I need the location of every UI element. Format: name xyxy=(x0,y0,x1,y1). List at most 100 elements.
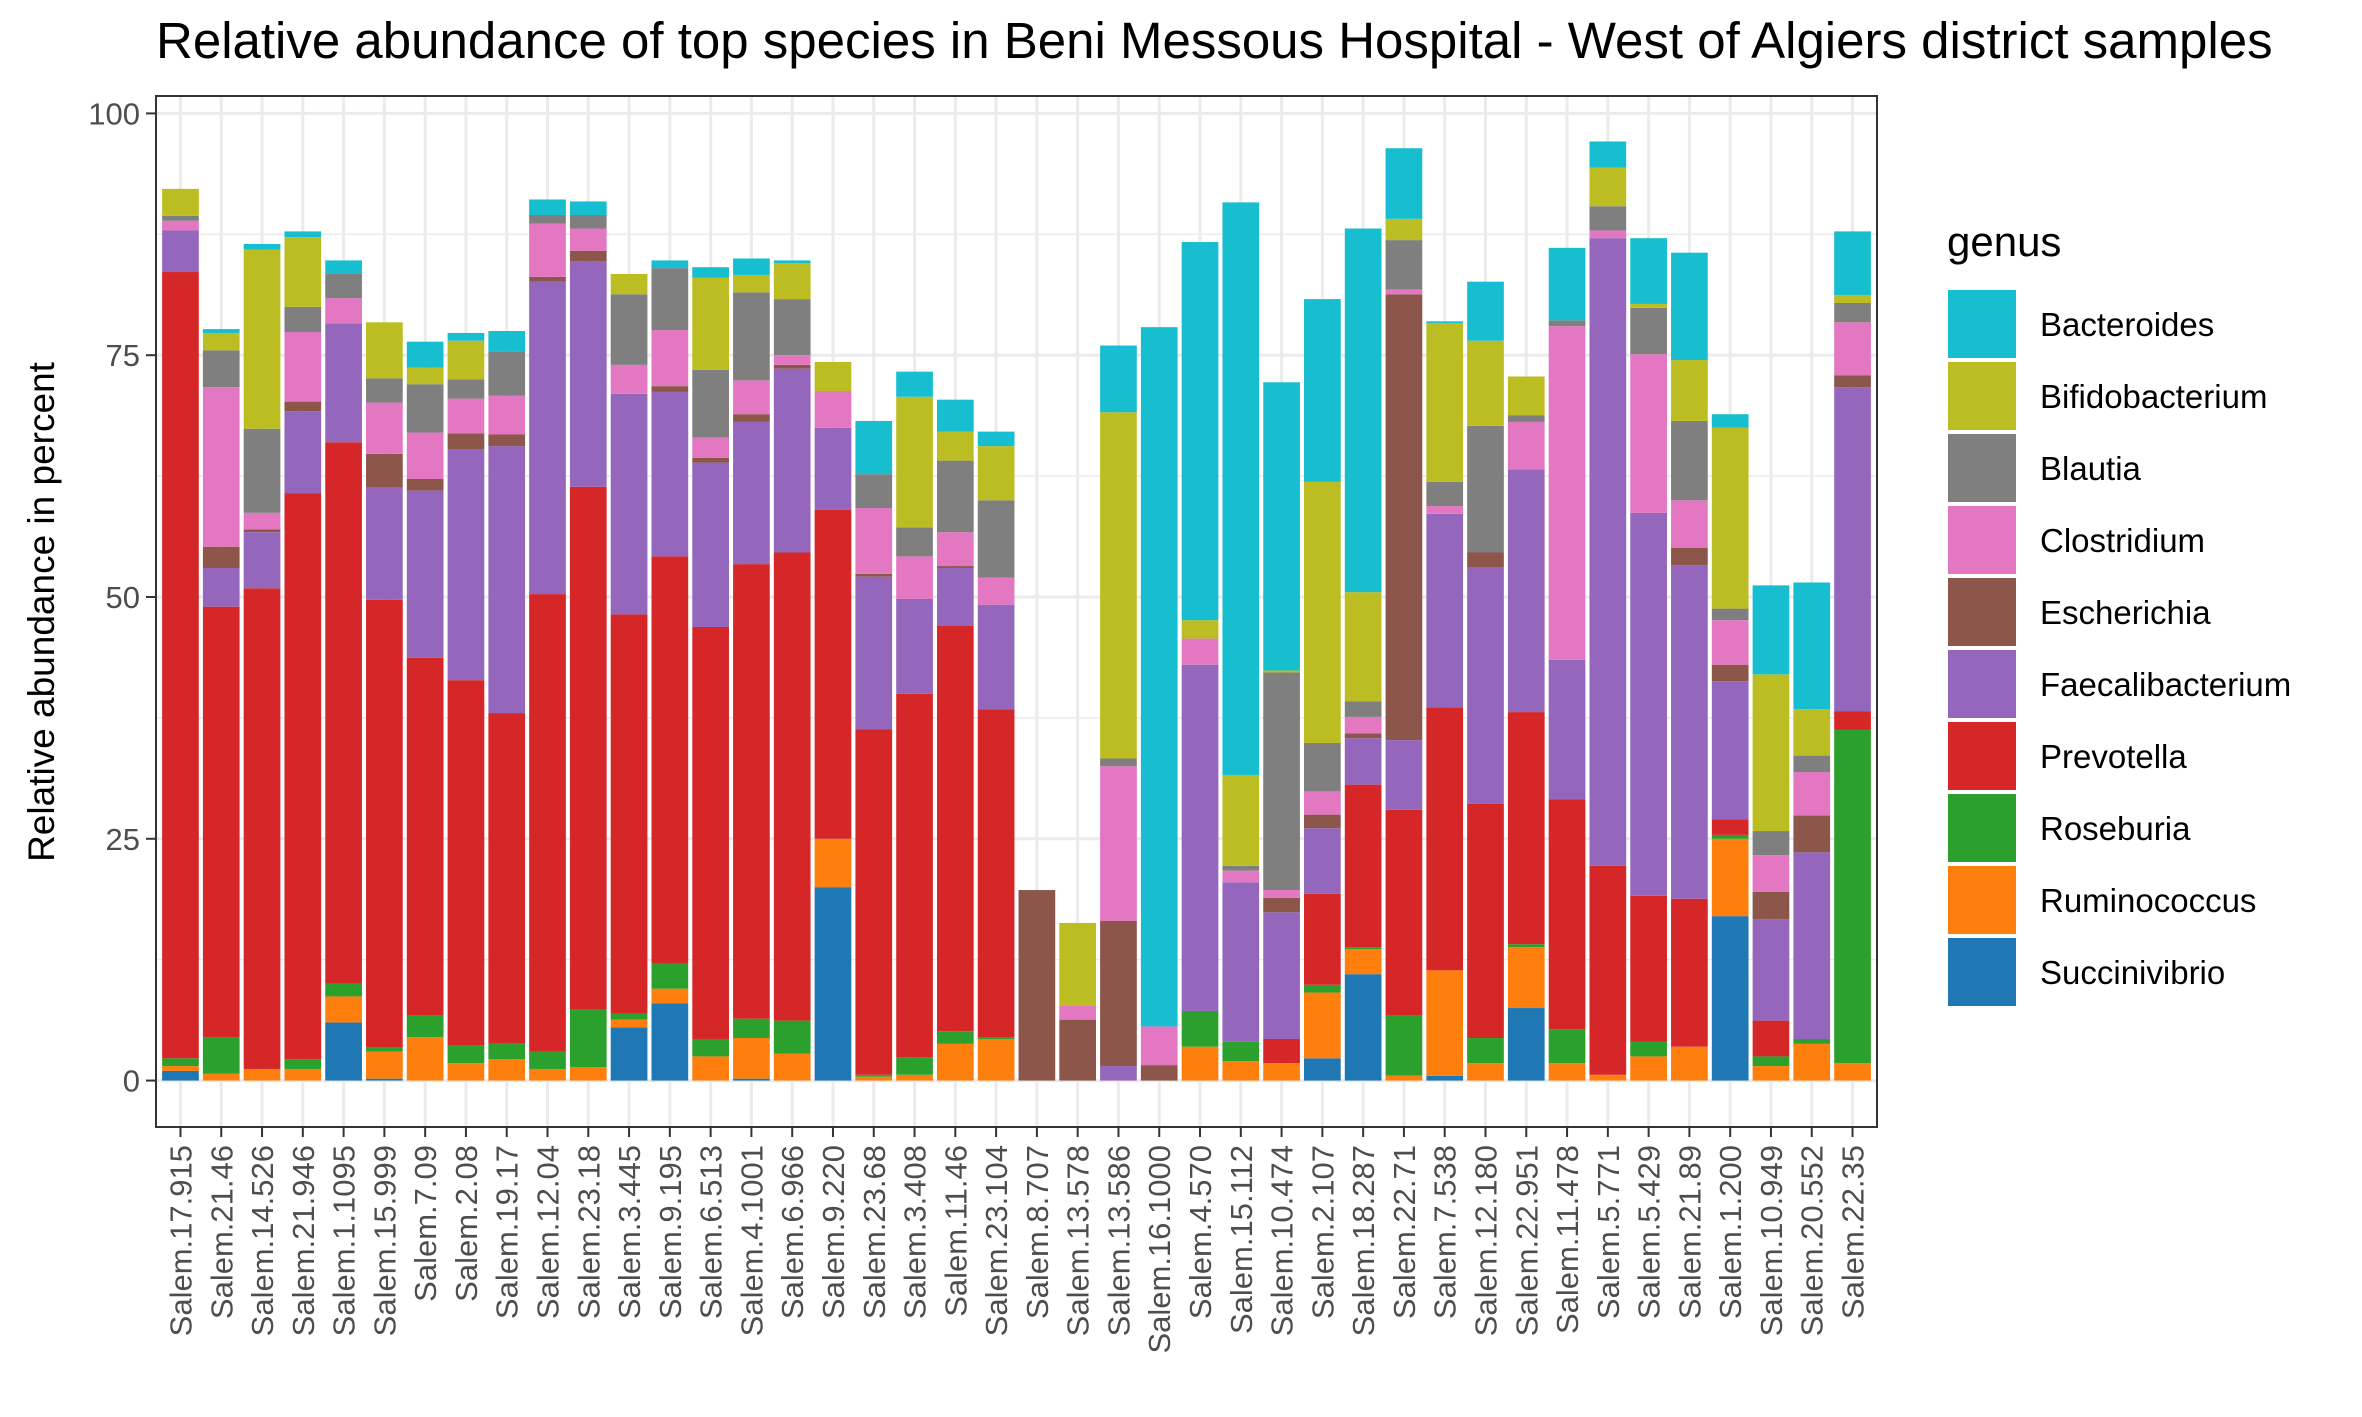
x-tick-label: Salem.16.1000 xyxy=(1142,1145,1177,1354)
x-tick-label: Salem.12.180 xyxy=(1468,1145,1503,1336)
legend-label: Escherichia xyxy=(2040,594,2211,631)
bar-segment-clostridium xyxy=(855,508,893,574)
bar-segment-clostridium xyxy=(406,432,444,479)
bar-segment-ruminococcus xyxy=(1344,949,1382,975)
bar-segment-clostridium xyxy=(1589,230,1627,239)
legend-key-ruminococcus xyxy=(1948,866,2016,934)
chart-title: Relative abundance of top species in Ben… xyxy=(156,12,2273,69)
bar-segment-bacteroides xyxy=(488,331,526,352)
bar-segment-prevotella xyxy=(1467,803,1504,1039)
bar-segment-clostridium xyxy=(977,577,1015,605)
bar-segment-clostridium xyxy=(814,390,852,428)
bar-segment-escherichia xyxy=(1793,815,1831,853)
bar-segment-bacteroides xyxy=(325,260,362,274)
bar-segment-clostridium xyxy=(1059,1005,1097,1020)
bar-segment-faecalibacterium xyxy=(243,532,281,589)
bar-segment-clostridium xyxy=(733,380,770,415)
bar-segment-blautia xyxy=(936,460,974,533)
x-tick-label: Salem.4.1001 xyxy=(734,1145,769,1336)
bar-segment-prevotella xyxy=(733,564,770,1019)
bar-segment-bacteroides xyxy=(1304,299,1341,482)
bar-segment-bifidobacterium xyxy=(896,396,933,528)
x-tick-label: Salem.10.949 xyxy=(1754,1145,1789,1336)
bar-segment-roseburia xyxy=(651,963,689,989)
bar-segment-blautia xyxy=(855,474,893,509)
bar-segment-escherichia xyxy=(447,433,485,450)
x-tick-label: Salem.7.538 xyxy=(1428,1145,1463,1319)
bar-segment-clostridium xyxy=(1711,620,1749,665)
bar-segment-bacteroides xyxy=(1752,585,1790,675)
bar-segment-blautia xyxy=(406,384,444,433)
y-tick-label: 100 xyxy=(88,96,140,131)
bar-segment-faecalibacterium xyxy=(529,281,566,595)
bar-segment-clostridium xyxy=(1222,870,1260,883)
bar-segment-faecalibacterium xyxy=(814,427,852,510)
bar-segment-clostridium xyxy=(162,220,199,231)
bar-segment-bacteroides xyxy=(855,420,893,475)
bar-segment-roseburia xyxy=(366,1047,403,1052)
bar-segment-blautia xyxy=(1630,307,1667,355)
x-tick-label: Salem.6.513 xyxy=(694,1145,729,1319)
bar-segment-ruminococcus xyxy=(1711,838,1749,917)
bar-segment-clostridium xyxy=(1752,855,1790,892)
bar-segment-bifidobacterium xyxy=(1426,323,1464,482)
bar-segment-blautia xyxy=(1263,672,1300,891)
x-tick-label: Salem.2.08 xyxy=(449,1145,484,1302)
legend-label: Clostridium xyxy=(2040,522,2205,559)
bar-segment-blautia xyxy=(1344,701,1382,717)
bar-segment-ruminococcus xyxy=(488,1059,526,1081)
bar-segment-prevotella xyxy=(814,509,852,839)
bar-segment-ruminococcus xyxy=(447,1063,485,1081)
x-tick-label: Salem.21.946 xyxy=(286,1145,321,1336)
bar-segment-succinivibrio xyxy=(610,1027,648,1081)
bar-segment-ruminococcus xyxy=(1507,947,1545,1009)
bar-segment-clostridium xyxy=(1507,421,1545,470)
y-tick-label: 25 xyxy=(106,822,140,857)
bar-segment-succinivibrio xyxy=(366,1078,403,1081)
bar-segment-bacteroides xyxy=(692,267,729,278)
bar-segment-clostridium xyxy=(1304,791,1341,815)
bar-segment-blautia xyxy=(1100,758,1137,767)
x-tick-label: Salem.3.408 xyxy=(898,1145,933,1319)
bar-segment-bifidobacterium xyxy=(1304,481,1341,744)
x-tick-label: Salem.19.17 xyxy=(490,1145,525,1319)
bar-segment-blautia xyxy=(1834,302,1871,323)
bar-segment-ruminococcus xyxy=(1385,1075,1423,1081)
x-tick-label: Salem.15.112 xyxy=(1224,1145,1259,1334)
bar-segment-bifidobacterium xyxy=(1589,167,1627,207)
bar-segment-bifidobacterium xyxy=(1059,922,1097,1006)
x-tick-label: Salem.8.707 xyxy=(1020,1145,1055,1319)
bar-segment-prevotella xyxy=(406,657,444,1016)
bar-segment-ruminococcus xyxy=(243,1068,281,1081)
bar-segment-roseburia xyxy=(569,1009,607,1068)
bar-segment-roseburia xyxy=(1630,1041,1667,1057)
bar-segment-blautia xyxy=(610,294,648,365)
bar-segment-prevotella xyxy=(1507,712,1545,945)
bar-segment-ruminococcus xyxy=(1793,1043,1831,1081)
bar-segment-clostridium xyxy=(936,532,974,567)
bar-segment-clostridium xyxy=(692,437,729,458)
legend-label: Prevotella xyxy=(2040,738,2187,775)
y-tick-label: 50 xyxy=(106,580,140,615)
bar-segment-roseburia xyxy=(488,1043,526,1060)
x-tick-label: Salem.12.04 xyxy=(531,1145,566,1319)
bar-segment-escherichia xyxy=(855,573,893,577)
bar-segment-bacteroides xyxy=(1140,327,1178,1027)
bar-segment-roseburia xyxy=(162,1058,199,1067)
bar-segment-ruminococcus xyxy=(814,838,852,888)
bar-segment-blautia xyxy=(1507,415,1545,422)
legend-title: genus xyxy=(1947,218,2061,265)
bar-segment-roseburia xyxy=(1344,947,1382,950)
bar-segment-bifidobacterium xyxy=(202,332,240,351)
bar-segment-faecalibacterium xyxy=(773,368,811,553)
bar-segment-escherichia xyxy=(733,414,770,422)
bar-segment-succinivibrio xyxy=(733,1078,770,1081)
bar-segment-ruminococcus xyxy=(1752,1066,1790,1081)
bar-segment-escherichia xyxy=(651,386,689,392)
bar-segment-faecalibacterium xyxy=(1548,659,1586,800)
x-tick-label: Salem.11.46 xyxy=(938,1145,973,1317)
bar-segment-bacteroides xyxy=(1100,345,1137,413)
bar-segment-roseburia xyxy=(1834,729,1871,1064)
bar-segment-ruminococcus xyxy=(325,996,362,1023)
bar-segment-succinivibrio xyxy=(814,887,852,1081)
